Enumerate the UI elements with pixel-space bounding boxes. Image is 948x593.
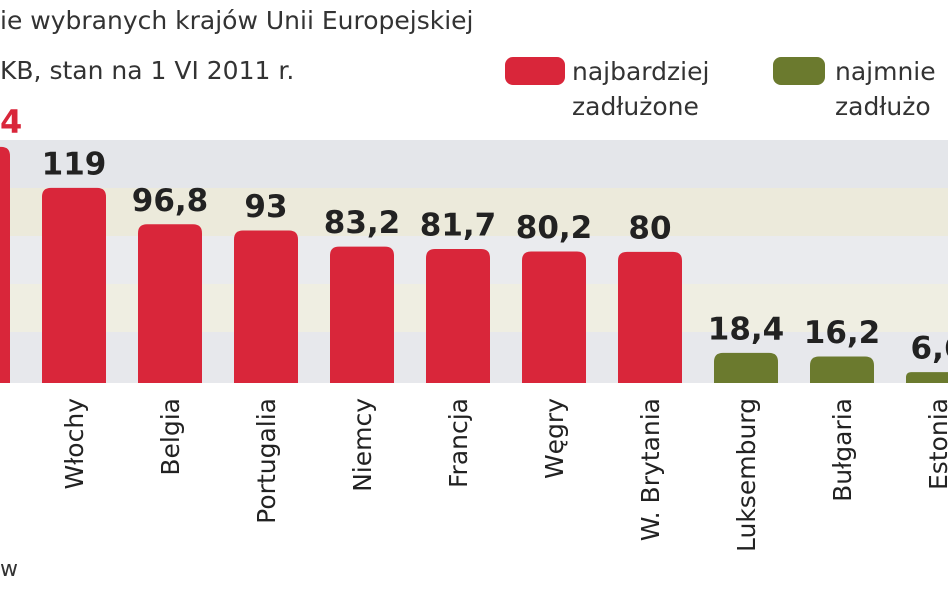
source-fragment: w: [0, 557, 18, 582]
bar: [234, 230, 298, 383]
x-tick-label: Estonia: [924, 398, 948, 490]
chart-subtitle: KB, stan na 1 VI 2011 r.: [0, 56, 294, 85]
x-tick-label: Niemcy: [348, 398, 377, 492]
legend-swatch: [505, 57, 565, 85]
value-label: 18,4: [708, 311, 785, 347]
x-tick-label: Luksemburg: [732, 398, 761, 552]
value-label: 6,6: [911, 331, 948, 367]
bar: [0, 146, 10, 383]
legend-label: najmnie zadłużo: [835, 57, 936, 121]
x-tick-label: Francja: [444, 398, 473, 488]
bar: [522, 251, 586, 383]
value-label: 93: [244, 189, 287, 225]
bar: [810, 356, 874, 383]
x-tick-label: W. Brytania: [636, 398, 665, 541]
value-label: 80: [628, 210, 671, 246]
bar: [330, 246, 394, 383]
legend-swatch: [773, 57, 825, 85]
cropped-label: 4: [0, 103, 22, 141]
value-label: 83,2: [324, 205, 401, 241]
value-label: 81,7: [420, 208, 497, 244]
bar: [138, 224, 202, 383]
value-label: 16,2: [804, 315, 881, 351]
bar: [906, 372, 948, 383]
x-tick-label: Włochy: [60, 398, 89, 490]
band: [0, 140, 948, 188]
bar: [714, 352, 778, 383]
value-label: 96,8: [132, 183, 209, 219]
bar: [618, 251, 682, 383]
x-tick-label: Portugalia: [252, 398, 281, 524]
x-tick-label: Bułgaria: [828, 398, 857, 502]
value-label: 80,2: [516, 210, 593, 246]
chart-title: ie wybranych krajów Unii Europejskiej: [0, 6, 474, 35]
value-label: 119: [42, 146, 107, 182]
x-tick-label: Węgry: [540, 398, 569, 479]
bar: [426, 249, 490, 383]
legend-label: najbardziej zadłużone: [572, 57, 710, 121]
bar: [42, 187, 106, 383]
x-tick-label: Belgia: [156, 398, 185, 476]
